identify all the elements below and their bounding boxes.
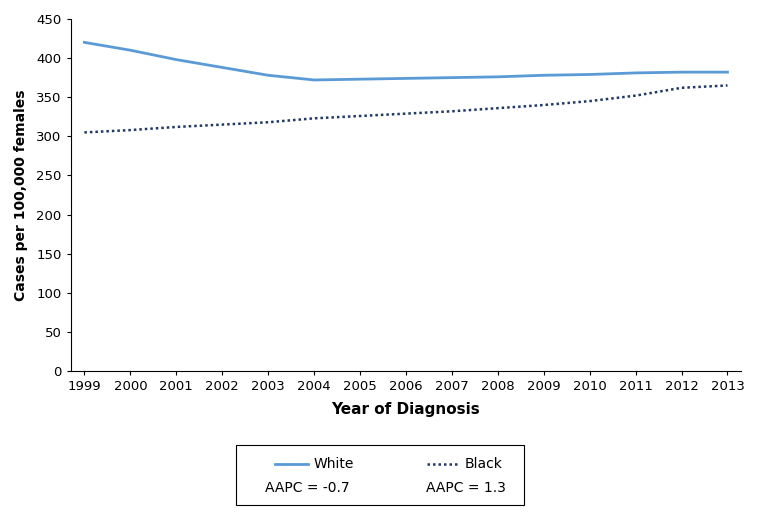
- Text: White: White: [313, 457, 353, 470]
- Y-axis label: Cases per 100,000 females: Cases per 100,000 females: [14, 89, 28, 301]
- Text: Black: Black: [465, 457, 503, 470]
- Text: AAPC = -0.7: AAPC = -0.7: [265, 481, 350, 495]
- X-axis label: Year of Diagnosis: Year of Diagnosis: [331, 402, 480, 417]
- Text: AAPC = 1.3: AAPC = 1.3: [426, 481, 506, 495]
